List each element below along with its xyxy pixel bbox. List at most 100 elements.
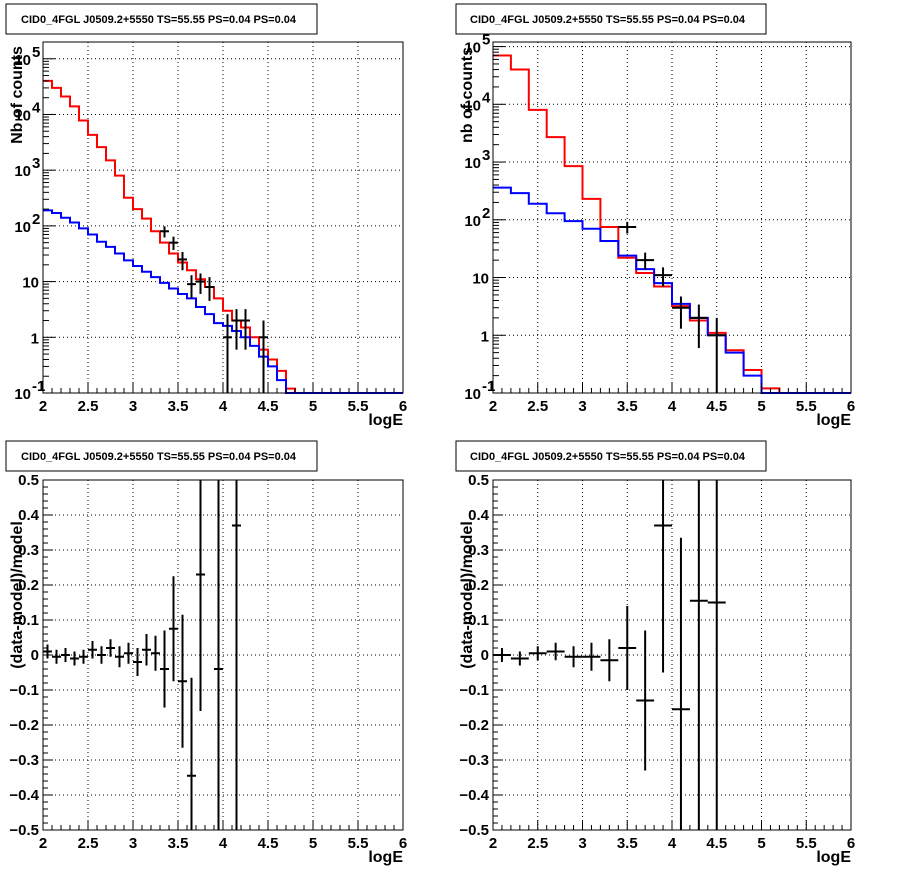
x-tick-label: 5.5 (796, 398, 817, 415)
data-point (178, 251, 187, 271)
x-tick-label: 3 (129, 398, 137, 415)
x-axis-label: logE (368, 849, 403, 866)
y-tick-label: 1 (481, 328, 489, 345)
y-tick-exponent: -1 (482, 378, 495, 395)
data-point (510, 651, 529, 666)
grid (42, 42, 404, 394)
x-tick-label: 3.5 (617, 835, 638, 852)
x-axis-label: logE (816, 849, 851, 866)
data-point (61, 648, 70, 662)
data-point (196, 273, 205, 294)
y-tick-label: 0 (481, 647, 489, 664)
x-tick-label: 2 (39, 398, 47, 415)
chart-panel-bottom-left: CID0_4FGL J0509.2+5550 TS=55.55 PS=0.04 … (5, 440, 407, 866)
x-tick-label: 4 (668, 835, 677, 852)
title-box (455, 3, 767, 35)
y-tick-label: 0.5 (468, 472, 489, 489)
x-axis: 2 2.5 3 3.5 4 4.5 5 5.5 6 (39, 383, 407, 415)
title-box (455, 440, 767, 472)
x-tick-label: 3.5 (168, 835, 189, 852)
y-tick-label: 10 (464, 155, 481, 172)
chart-title: CID0_4FGL J0509.2+5550 TS=55.55 PS=0.04 … (21, 14, 297, 26)
x-tick-label: 2.5 (527, 398, 548, 415)
data-point (654, 267, 672, 287)
data-point (689, 480, 708, 830)
data-point (169, 576, 178, 682)
chart-title: CID0_4FGL J0509.2+5550 TS=55.55 PS=0.04 … (470, 451, 746, 463)
x-axis-label: logE (816, 412, 851, 429)
data-point (169, 236, 178, 250)
y-axis: −0.5 −0.4 −0.3 −0.2 −0.1 0 0.1 0.2 0.3 0.4 0.5 (9, 472, 53, 839)
x-tick-label: 5.5 (348, 398, 369, 415)
x-tick-label: 3.5 (168, 398, 189, 415)
data-point (618, 221, 637, 234)
data-point (178, 614, 187, 748)
chart-title: CID0_4FGL J0509.2+5550 TS=55.55 PS=0.04 … (21, 451, 297, 463)
data-point (124, 642, 133, 664)
y-axis-label: (data-model)/model (459, 521, 476, 669)
x-tick-label: 4.5 (258, 835, 279, 852)
y-tick-label: 10 (14, 163, 31, 180)
data-point (232, 309, 241, 350)
data-point (689, 304, 708, 349)
title-box (5, 3, 318, 35)
x-tick-label: 2.5 (78, 835, 99, 852)
y-tick-exponent: 5 (32, 44, 40, 61)
data-point (106, 639, 115, 657)
x-tick-label: 6 (847, 398, 855, 415)
x-tick-label: 4.5 (706, 835, 727, 852)
y-tick-label: −0.2 (459, 717, 489, 734)
x-tick-label: 5 (757, 835, 765, 852)
data-point (115, 646, 124, 668)
y-tick-label: −0.5 (9, 822, 39, 839)
y-tick-label: 1 (31, 330, 39, 347)
y-tick-label: 0.1 (18, 612, 39, 629)
x-tick-label: 2.5 (527, 835, 548, 852)
y-tick-label: −0.5 (459, 822, 489, 839)
data-point (160, 226, 169, 238)
data-point (133, 648, 142, 676)
x-tick-label: 4 (668, 398, 677, 415)
x-tick-label: 6 (399, 835, 407, 852)
x-tick-label: 2 (489, 835, 497, 852)
y-axis: −0.5 −0.4 −0.3 −0.2 −0.1 0 0.1 0.2 0.3 0.4 0.5 (459, 472, 503, 839)
data-point (582, 642, 601, 671)
x-axis: 2 2.5 3 3.5 4 4.5 5 5.5 6 (489, 383, 855, 415)
x-tick-label: 3 (578, 398, 586, 415)
y-tick-exponent: 4 (482, 89, 491, 106)
data-point (618, 606, 637, 690)
y-tick-label: −0.4 (9, 787, 39, 804)
y-axis-label: nb of counts (459, 47, 476, 143)
y-tick-label: 0.3 (18, 542, 39, 559)
y-tick-label: 0.1 (468, 612, 489, 629)
y-tick-label: 0.5 (18, 472, 39, 489)
y-tick-exponent: 3 (32, 155, 40, 172)
y-tick-label: 10 (472, 271, 489, 288)
data-point (142, 634, 151, 666)
data-point (636, 252, 655, 270)
x-tick-label: 4.5 (258, 398, 279, 415)
data-points (160, 226, 268, 393)
y-axis-label: (data-model)/model (9, 521, 26, 669)
chart-panel-top-right: CID0_4FGL J0509.2+5550 TS=55.55 PS=0.04 … (455, 3, 855, 429)
y-tick-label: 10 (14, 107, 31, 124)
y-tick-label: −0.4 (459, 787, 489, 804)
y-tick-exponent: 5 (482, 32, 490, 49)
data-point (232, 480, 241, 830)
data-point (259, 320, 268, 393)
data-point (636, 630, 655, 771)
data-point (707, 317, 726, 393)
y-tick-exponent: 3 (482, 147, 490, 164)
data-point (672, 296, 690, 329)
y-tick-label: −0.2 (9, 717, 39, 734)
y-tick-label: 0.3 (468, 542, 489, 559)
x-tick-label: 2.5 (78, 398, 99, 415)
y-tick-label: 0.2 (18, 577, 39, 594)
data-point (70, 651, 79, 666)
data-point (187, 275, 196, 299)
x-tick-label: 5 (309, 835, 317, 852)
y-tick-label: 0.4 (18, 507, 40, 524)
x-tick-label: 6 (399, 398, 407, 415)
